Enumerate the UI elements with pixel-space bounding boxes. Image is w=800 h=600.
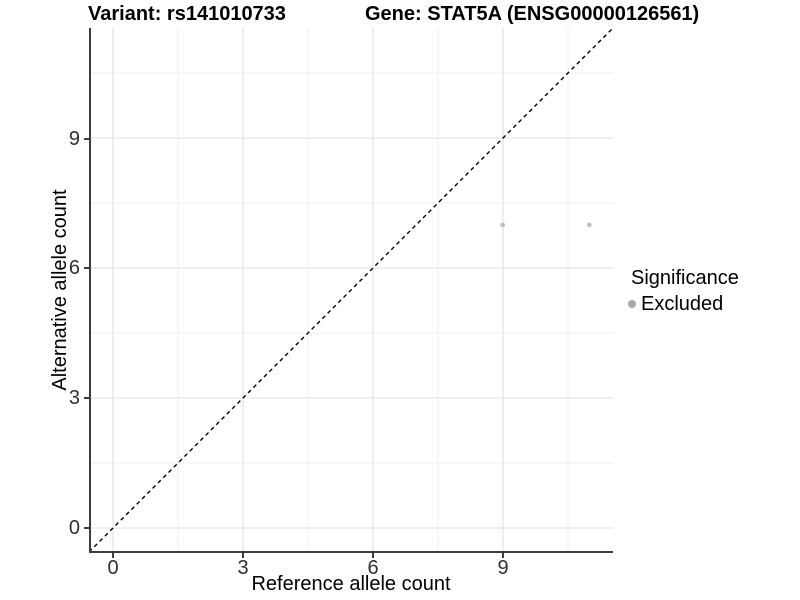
minor-gridlines bbox=[89, 28, 613, 553]
identity-line bbox=[89, 28, 613, 553]
y-tick-label-9: 9 bbox=[68, 128, 80, 150]
axis-lines bbox=[89, 28, 613, 553]
legend-item-excluded: Excluded bbox=[624, 293, 796, 315]
plot-canvas bbox=[89, 28, 613, 553]
plot-title-variant: Variant: rs141010733 bbox=[88, 3, 286, 25]
y-tick-label-6: 6 bbox=[68, 257, 80, 279]
legend: Significance Excluded bbox=[624, 267, 796, 315]
y-tick-label-0: 0 bbox=[68, 517, 80, 539]
y-axis-title: Alternative allele count bbox=[49, 189, 71, 391]
data-point bbox=[587, 222, 592, 228]
legend-item-label: Excluded bbox=[641, 293, 724, 315]
y-tick-mark bbox=[84, 267, 89, 269]
major-gridlines bbox=[89, 28, 613, 553]
x-axis-title: Reference allele count bbox=[251, 573, 451, 595]
x-tick-mark bbox=[242, 553, 244, 558]
plot-panel bbox=[89, 28, 613, 553]
x-tick-mark bbox=[372, 553, 374, 558]
legend-title: Significance bbox=[631, 267, 739, 289]
y-tick-mark bbox=[84, 138, 89, 140]
x-tick-label-3: 3 bbox=[237, 557, 249, 579]
x-tick-label-0: 0 bbox=[107, 557, 119, 579]
data-point bbox=[500, 222, 506, 228]
points-layer bbox=[500, 222, 592, 228]
y-tick-label-3: 3 bbox=[68, 387, 80, 409]
x-tick-label-6: 6 bbox=[367, 557, 379, 579]
x-tick-mark bbox=[502, 553, 504, 558]
x-tick-mark bbox=[112, 553, 114, 558]
y-tick-mark bbox=[84, 527, 89, 529]
y-tick-mark bbox=[84, 397, 89, 399]
excluded-point-icon bbox=[628, 300, 636, 308]
x-tick-label-9: 9 bbox=[497, 557, 509, 579]
plot-title-gene: Gene: STAT5A (ENSG00000126561) bbox=[365, 3, 700, 25]
